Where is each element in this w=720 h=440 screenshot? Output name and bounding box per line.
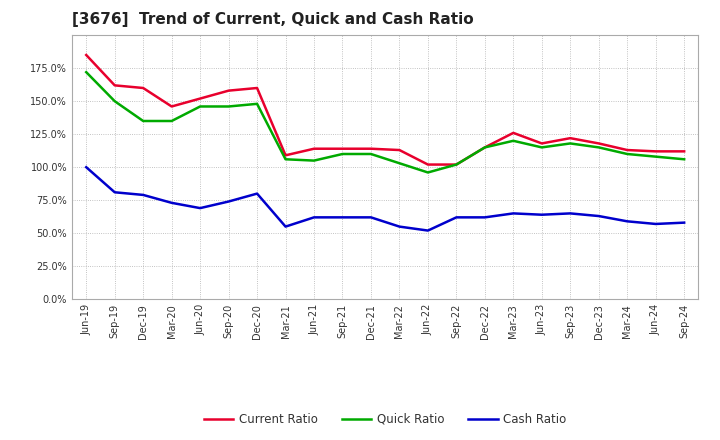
Cash Ratio (509, 211, 518, 216)
Current Ratio (623, 147, 631, 153)
Cash Ratio (423, 228, 432, 233)
Current Ratio (338, 146, 347, 151)
Line: Cash Ratio: Cash Ratio (86, 167, 684, 231)
Current Ratio (480, 145, 489, 150)
Quick Ratio (566, 141, 575, 146)
Cash Ratio (225, 199, 233, 204)
Quick Ratio (338, 151, 347, 157)
Cash Ratio (338, 215, 347, 220)
Cash Ratio (595, 213, 603, 219)
Quick Ratio (310, 158, 318, 163)
Quick Ratio (623, 151, 631, 157)
Quick Ratio (652, 154, 660, 159)
Current Ratio (196, 96, 204, 101)
Cash Ratio (167, 200, 176, 205)
Cash Ratio (196, 205, 204, 211)
Quick Ratio (366, 151, 375, 157)
Cash Ratio (82, 165, 91, 170)
Current Ratio (680, 149, 688, 154)
Quick Ratio (225, 104, 233, 109)
Cash Ratio (680, 220, 688, 225)
Quick Ratio (423, 170, 432, 175)
Cash Ratio (253, 191, 261, 196)
Quick Ratio (196, 104, 204, 109)
Cash Ratio (452, 215, 461, 220)
Cash Ratio (110, 190, 119, 195)
Quick Ratio (395, 161, 404, 166)
Quick Ratio (167, 118, 176, 124)
Quick Ratio (452, 162, 461, 167)
Cash Ratio (366, 215, 375, 220)
Quick Ratio (680, 157, 688, 162)
Quick Ratio (110, 99, 119, 104)
Quick Ratio (480, 145, 489, 150)
Line: Quick Ratio: Quick Ratio (86, 72, 684, 172)
Quick Ratio (282, 157, 290, 162)
Cash Ratio (395, 224, 404, 229)
Cash Ratio (566, 211, 575, 216)
Current Ratio (225, 88, 233, 93)
Quick Ratio (509, 138, 518, 143)
Quick Ratio (537, 145, 546, 150)
Current Ratio (167, 104, 176, 109)
Current Ratio (366, 146, 375, 151)
Current Ratio (595, 141, 603, 146)
Current Ratio (537, 141, 546, 146)
Cash Ratio (282, 224, 290, 229)
Current Ratio (395, 147, 404, 153)
Quick Ratio (595, 145, 603, 150)
Current Ratio (282, 153, 290, 158)
Current Ratio (110, 83, 119, 88)
Legend: Current Ratio, Quick Ratio, Cash Ratio: Current Ratio, Quick Ratio, Cash Ratio (199, 408, 572, 431)
Current Ratio (139, 85, 148, 91)
Cash Ratio (652, 221, 660, 227)
Current Ratio (652, 149, 660, 154)
Cash Ratio (623, 219, 631, 224)
Quick Ratio (253, 101, 261, 106)
Current Ratio (566, 136, 575, 141)
Current Ratio (82, 52, 91, 58)
Current Ratio (423, 162, 432, 167)
Current Ratio (253, 85, 261, 91)
Cash Ratio (537, 212, 546, 217)
Line: Current Ratio: Current Ratio (86, 55, 684, 165)
Quick Ratio (82, 70, 91, 75)
Text: [3676]  Trend of Current, Quick and Cash Ratio: [3676] Trend of Current, Quick and Cash … (72, 12, 474, 27)
Current Ratio (509, 130, 518, 136)
Current Ratio (310, 146, 318, 151)
Current Ratio (452, 162, 461, 167)
Cash Ratio (139, 192, 148, 198)
Quick Ratio (139, 118, 148, 124)
Cash Ratio (480, 215, 489, 220)
Cash Ratio (310, 215, 318, 220)
